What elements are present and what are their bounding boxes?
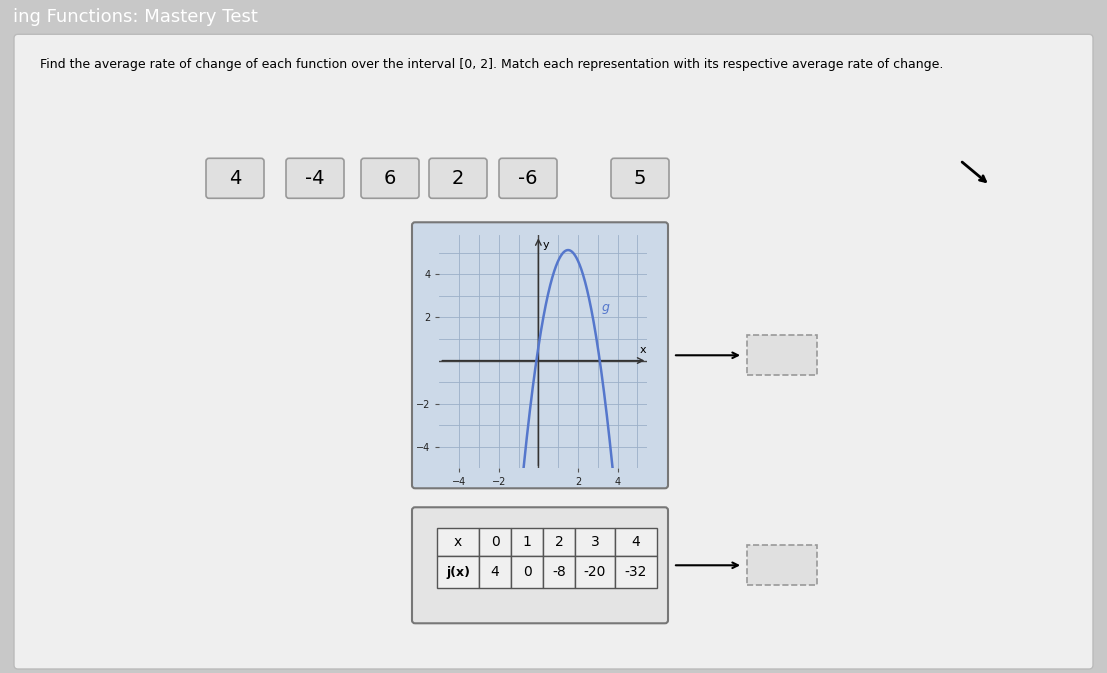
FancyBboxPatch shape (361, 158, 420, 199)
FancyBboxPatch shape (611, 158, 669, 199)
Text: 5: 5 (633, 169, 646, 188)
Text: Find the average rate of change of each function over the interval [0, 2]. Match: Find the average rate of change of each … (40, 59, 943, 71)
Bar (575, 557, 615, 588)
Text: 4: 4 (632, 535, 640, 549)
FancyBboxPatch shape (286, 158, 344, 199)
FancyBboxPatch shape (747, 545, 817, 586)
Text: 1: 1 (523, 535, 531, 549)
Bar (575, 528, 615, 557)
Text: 3: 3 (591, 535, 599, 549)
Text: g: g (602, 301, 610, 314)
Text: 0: 0 (523, 565, 531, 579)
FancyBboxPatch shape (412, 222, 668, 489)
FancyBboxPatch shape (206, 158, 263, 199)
Text: 2: 2 (555, 535, 563, 549)
Bar (615, 557, 656, 588)
Text: 4: 4 (229, 169, 241, 188)
Bar (615, 528, 656, 557)
FancyBboxPatch shape (14, 34, 1093, 669)
Text: 0: 0 (490, 535, 499, 549)
FancyBboxPatch shape (412, 507, 668, 623)
FancyBboxPatch shape (499, 158, 557, 199)
Text: -6: -6 (518, 169, 538, 188)
Bar (511, 528, 544, 557)
Text: x: x (454, 535, 462, 549)
Bar (479, 557, 511, 588)
Text: 4: 4 (490, 565, 499, 579)
FancyBboxPatch shape (430, 158, 487, 199)
FancyBboxPatch shape (747, 335, 817, 376)
Text: -32: -32 (624, 565, 648, 579)
Text: y: y (542, 240, 549, 250)
Text: -4: -4 (306, 169, 324, 188)
Text: -20: -20 (583, 565, 607, 579)
Bar (479, 528, 511, 557)
Bar (437, 528, 479, 557)
Text: -8: -8 (552, 565, 566, 579)
Bar (511, 557, 544, 588)
Text: x: x (640, 345, 646, 355)
Text: j(x): j(x) (446, 566, 470, 579)
Text: 6: 6 (384, 169, 396, 188)
Text: 2: 2 (452, 169, 464, 188)
Bar (544, 528, 575, 557)
Text: ing Functions: Mastery Test: ing Functions: Mastery Test (13, 7, 258, 26)
Bar (437, 557, 479, 588)
Bar (544, 557, 575, 588)
